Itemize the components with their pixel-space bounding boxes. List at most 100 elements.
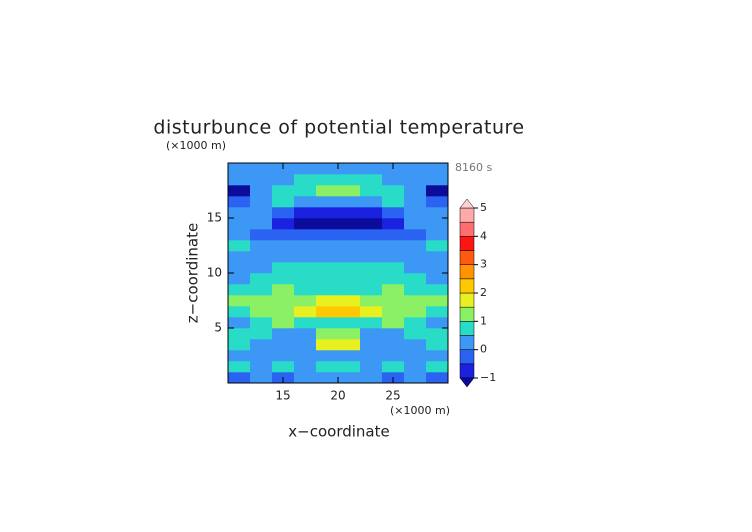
contour-cell: [360, 295, 383, 307]
contour-cell: [272, 262, 295, 274]
contour-cell: [360, 185, 383, 197]
contour-cell: [404, 174, 427, 186]
contour-cell: [294, 262, 317, 274]
contour-cell: [250, 273, 273, 285]
contour-cell: [404, 295, 427, 307]
contour-cell: [272, 273, 295, 285]
contour-cell: [382, 185, 405, 197]
contour-cell: [382, 328, 405, 340]
contour-cell: [404, 218, 427, 230]
contour-cell: [228, 196, 251, 208]
contour-cell: [404, 251, 427, 263]
y-axis-label: z−coordinate: [184, 223, 202, 323]
contour-cell: [426, 218, 448, 230]
contour-cell: [250, 372, 273, 383]
contour-cell: [294, 174, 317, 186]
contour-cell: [316, 196, 339, 208]
contour-cell: [382, 317, 405, 329]
contour-cell: [404, 350, 427, 362]
contour-cell: [404, 361, 427, 373]
contour-cell: [250, 317, 273, 329]
contour-cell: [228, 328, 251, 340]
x-tick-label: 20: [330, 389, 345, 403]
contour-cell: [316, 229, 339, 241]
contour-cell: [250, 328, 273, 340]
contour-cell: [228, 350, 251, 362]
contour-cell: [316, 273, 339, 285]
contour-cell: [338, 196, 361, 208]
contour-cell: [382, 284, 405, 296]
contour-cell: [338, 328, 361, 340]
colorbar-tick-label: 3: [480, 258, 487, 271]
contour-cell: [404, 328, 427, 340]
contour-cell: [250, 262, 273, 274]
contour-cell: [294, 251, 317, 263]
contour-cell: [294, 240, 317, 252]
contour-cell: [426, 306, 448, 318]
contour-cell: [426, 240, 448, 252]
contour-cell: [228, 185, 251, 197]
colorbar-extend-high: [459, 198, 475, 209]
contour-cell: [426, 174, 448, 186]
contour-cell: [382, 251, 405, 263]
contour-cell: [272, 317, 295, 329]
contour-cell: [316, 372, 339, 383]
contour-cell: [360, 361, 383, 373]
contour-cell: [228, 372, 251, 383]
contour-cell: [228, 339, 251, 351]
contour-cell: [338, 317, 361, 329]
colorbar-bin: [459, 335, 475, 350]
contour-cell: [404, 163, 427, 175]
contour-cell: [338, 273, 361, 285]
contour-cell: [316, 163, 339, 175]
contour-cell: [250, 350, 273, 362]
contour-cell: [228, 251, 251, 263]
y-tick-label: 5: [214, 321, 222, 335]
colorbar-tick-label: 0: [480, 343, 487, 356]
contour-cell: [272, 306, 295, 318]
contour-cell: [272, 229, 295, 241]
contour-cell: [382, 361, 405, 373]
contour-cell: [228, 273, 251, 285]
contour-cell: [272, 196, 295, 208]
contour-cell: [426, 229, 448, 241]
colorbar-extend-low: [459, 377, 475, 388]
contour-cell: [294, 361, 317, 373]
contour-cell: [360, 174, 383, 186]
contour-cell: [360, 229, 383, 241]
contour-cell: [426, 372, 448, 383]
contour-cell: [250, 174, 273, 186]
contour-cell: [338, 229, 361, 241]
contour-cell: [360, 273, 383, 285]
contour-cell: [338, 372, 361, 383]
contour-cell: [250, 185, 273, 197]
contour-cell: [294, 196, 317, 208]
colorbar-bin: [459, 306, 475, 322]
contour-cell: [316, 361, 339, 373]
contour-cell: [294, 372, 317, 383]
y-tick-label: 15: [207, 211, 222, 225]
contour-cell: [316, 262, 339, 274]
contour-cell: [294, 207, 317, 219]
contour-cell: [426, 328, 448, 340]
contour-cell: [316, 339, 339, 351]
contour-cell: [272, 295, 295, 307]
contour-cell: [338, 306, 361, 318]
contour-cell: [338, 240, 361, 252]
contour-cell: [404, 284, 427, 296]
contour-cell: [360, 350, 383, 362]
x-axis-label: x−coordinate: [288, 423, 389, 441]
contour-cell: [250, 306, 273, 318]
contour-cell: [382, 174, 405, 186]
contour-cell: [360, 306, 383, 318]
contour-cell: [338, 262, 361, 274]
contour-cell: [382, 262, 405, 274]
chart-title: disturbunce of potential temperature: [153, 117, 524, 139]
colorbar-bin: [459, 292, 475, 308]
contour-cell: [272, 361, 295, 373]
contour-cell: [228, 229, 251, 241]
contour-cell: [426, 339, 448, 351]
field: [228, 163, 448, 383]
contour-cell: [294, 284, 317, 296]
